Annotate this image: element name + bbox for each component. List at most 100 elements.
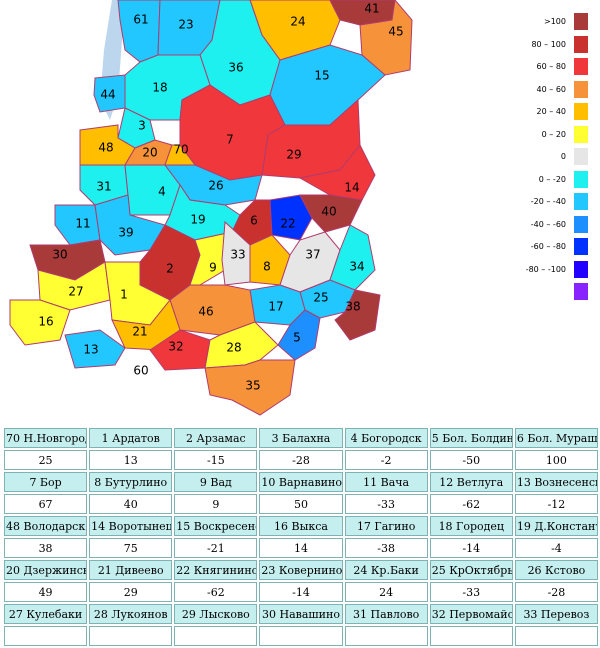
legend-swatch — [574, 103, 588, 120]
district-value-cell: 25 — [4, 450, 88, 470]
district-13[interactable] — [64, 329, 126, 369]
district-label: 25 — [313, 291, 328, 305]
district-name-cell: 3 Балахна — [259, 428, 343, 448]
district-value-cell: -33 — [344, 494, 428, 514]
district-name-cell: 11 Вача — [344, 472, 428, 492]
legend-label: -20 – -40 — [530, 197, 566, 206]
district-label: 3 — [138, 119, 146, 133]
district-label: 23 — [178, 18, 193, 32]
district-name-cell: 21 Дивеево — [89, 560, 173, 580]
legend-swatch — [574, 35, 588, 53]
district-value-cell: 38 — [4, 538, 88, 558]
district-name-cell: 7 Бор — [4, 472, 88, 492]
district-value-cell: 24 — [344, 582, 428, 602]
table-row-names: 20 Дзержинск 21 Дивеево 22 Княгинино 23 Ков… — [4, 560, 598, 580]
district-value-cell: 40 — [89, 494, 173, 514]
district-value-cell: 100 — [514, 450, 598, 470]
district-44[interactable] — [93, 74, 126, 113]
district-35[interactable] — [204, 359, 296, 416]
district-33[interactable] — [221, 220, 251, 286]
district-value-cell — [174, 626, 258, 646]
district-label: 11 — [75, 217, 90, 231]
district-label: 70 — [173, 143, 188, 157]
district-label: 19 — [190, 213, 205, 227]
district-value-cell: 29 — [89, 582, 173, 602]
color-legend: >100 80 – 100 60 – 80 40 – 60 20 – 40 0 – 20 0… — [520, 8, 600, 300]
district-value-cell — [344, 626, 428, 646]
district-label: 41 — [364, 2, 379, 16]
legend-label: 0 – -20 — [538, 174, 566, 184]
district-label: 8 — [263, 260, 271, 274]
district-name-cell: 14 Воротынец — [89, 516, 173, 536]
district-value-cell — [514, 626, 598, 646]
district-label: 9 — [209, 261, 217, 275]
district-label: 1 — [120, 288, 128, 302]
district-name-cell: 5 Бол. Болдино — [429, 428, 513, 448]
district-label: 5 — [293, 331, 301, 345]
district-name-cell: 1 Ардатов — [89, 428, 173, 448]
district-label: 31 — [96, 180, 111, 194]
district-label: 22 — [280, 217, 295, 231]
district-name-cell: 15 Воскресенское — [174, 516, 258, 536]
district-value-cell: -38 — [344, 538, 428, 558]
district-label: 14 — [344, 181, 359, 195]
district-name-cell: 13 Вознесенское — [514, 472, 598, 492]
legend-swatch — [574, 148, 588, 165]
district-name-cell: 18 Городец — [429, 516, 513, 536]
legend-swatch — [574, 238, 588, 255]
district-38[interactable] — [334, 289, 381, 341]
legend-label: -80 – -100 — [525, 264, 566, 274]
district-label: 4 — [158, 185, 166, 199]
district-label: 17 — [268, 300, 283, 314]
district-value-cell: -33 — [429, 582, 513, 602]
district-label: 30 — [52, 248, 67, 262]
district-label: 61 — [133, 13, 148, 27]
district-name-cell: 16 Выкса — [259, 516, 343, 536]
district-value-cell — [89, 626, 173, 646]
district-value-cell: -2 — [344, 450, 428, 470]
district-label: 13 — [83, 343, 98, 357]
table-row-values: 38 75 -21 14 -38 -14 -4 — [4, 538, 598, 558]
district-value-cell: 9 — [174, 494, 258, 514]
district-label: 40 — [321, 205, 336, 219]
legend-swatch — [574, 125, 588, 143]
legend-swatch — [574, 283, 588, 300]
district-label: 36 — [228, 61, 243, 75]
district-value-cell: -14 — [429, 538, 513, 558]
legend-swatch — [574, 13, 588, 30]
district-name-cell: 10 Варнавино — [259, 472, 343, 492]
district-value-cell: -28 — [514, 582, 598, 602]
district-label: 6 — [250, 214, 258, 228]
district-name-cell: 70 Н.Новгород — [4, 428, 88, 448]
district-label: 15 — [314, 69, 329, 83]
legend-label: >100 — [544, 17, 566, 26]
district-61[interactable] — [117, 0, 161, 63]
district-name-cell: 19 Д.Константиново — [514, 516, 598, 536]
district-16[interactable] — [9, 299, 71, 346]
district-value-cell — [259, 626, 343, 646]
district-name-cell: 20 Дзержинск — [4, 560, 88, 580]
district-name-cell: 6 Бол. Мурашкино — [514, 428, 598, 448]
district-22[interactable] — [269, 194, 313, 241]
district-label: 29 — [286, 148, 301, 162]
district-label: 7 — [226, 133, 234, 147]
legend-swatch — [574, 215, 588, 233]
table-row-values: 25 13 -15 -28 -2 -50 100 — [4, 450, 598, 470]
district-value-cell: 67 — [4, 494, 88, 514]
table-row-values: 67 40 9 50 -33 -62 -12 — [4, 494, 598, 514]
district-name-cell: 12 Ветлуга — [429, 472, 513, 492]
table-row-names: 70 Н.Новгород 1 Ардатов 2 Арзамас 3 Балахна… — [4, 428, 598, 448]
district-name-cell: 26 Кстово — [514, 560, 598, 580]
district-value-cell: -12 — [514, 494, 598, 514]
district-label: 32 — [168, 340, 183, 354]
district-label: 34 — [349, 260, 364, 274]
district-label: 48 — [98, 141, 113, 155]
legend-swatch — [574, 170, 588, 188]
district-label: 2 — [166, 262, 174, 276]
legend-swatch — [574, 193, 588, 210]
region-map: 61 23 24 41 45 36 15 44 18 3 7 29 48 20 … — [9, 0, 413, 416]
district-name-cell: 17 Гагино — [344, 516, 428, 536]
district-value-cell: 49 — [4, 582, 88, 602]
district-label: 26 — [208, 179, 223, 193]
table-row-names: 27 Кулебаки 28 Лукоянов 29 Лысково 30 Наваш… — [4, 604, 598, 624]
